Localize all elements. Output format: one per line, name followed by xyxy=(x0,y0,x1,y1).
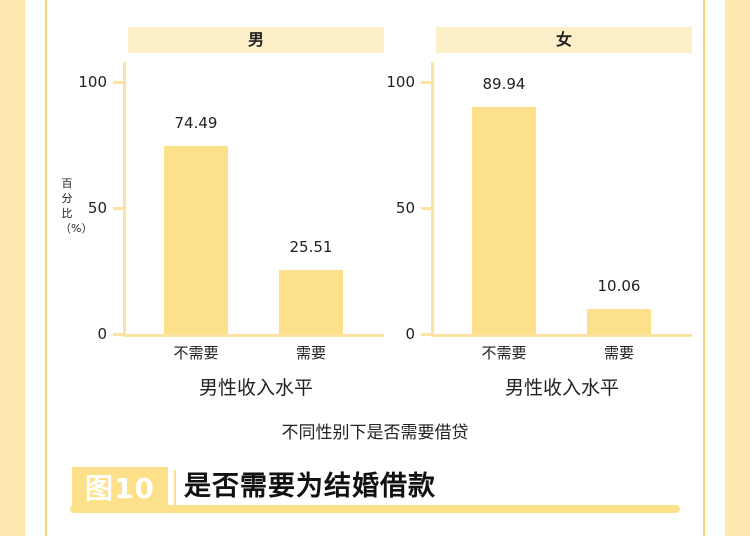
panel-1-y-tick-label: 0 xyxy=(97,325,107,343)
panel-2-y-tick-label: 0 xyxy=(405,325,415,343)
panel-2-category-label-1: 不需要 xyxy=(481,344,527,362)
panel-2-y-tick-label: 50 xyxy=(395,199,415,217)
panel-2-x-axis-title: 男性收入水平 xyxy=(504,377,619,399)
panel-2-x-axis xyxy=(431,334,692,337)
chart-caption: 不同性别下是否需要借贷 xyxy=(281,423,469,443)
panel-2-y-tick xyxy=(421,333,431,336)
panel-1-strip-label: 男 xyxy=(128,27,384,53)
panel-2-bar-value-2: 10.06 xyxy=(597,276,641,295)
panel-1-y-tick-label: 50 xyxy=(87,199,107,217)
panel-1-bar-value-1: 74.49 xyxy=(174,114,218,133)
left-decorative-band xyxy=(0,0,25,536)
panel-1-bar-2 xyxy=(279,269,343,334)
panel-1-y-tick xyxy=(113,81,123,84)
panel-1-bar-1 xyxy=(164,146,228,334)
figure-title-underline xyxy=(70,505,680,513)
figure-number: 图10 xyxy=(85,472,155,505)
figure-number-badge: 图10 xyxy=(72,467,168,511)
panel-2-bar-1 xyxy=(472,107,536,334)
left-decorative-line xyxy=(45,0,47,536)
panel-2-bar-2 xyxy=(587,308,651,334)
right-decorative-line xyxy=(703,0,705,536)
panel-1-x-axis-title: 男性收入水平 xyxy=(198,377,313,399)
right-decorative-band xyxy=(725,0,750,536)
figure-title: 是否需要为结婚借款 xyxy=(184,471,436,502)
figure-title-divider xyxy=(174,470,176,506)
panel-2-category-label-2: 需要 xyxy=(603,344,634,362)
panel-2-bar-value-1: 89.94 xyxy=(482,75,526,94)
panel-1-y-tick xyxy=(113,207,123,210)
panel-2-strip-label: 女 xyxy=(436,27,692,53)
panel-1-y-axis xyxy=(123,62,126,336)
panel-1-y-tick-label: 100 xyxy=(78,73,107,91)
panel-1-category-label-1: 不需要 xyxy=(173,344,219,362)
panel-2-y-axis xyxy=(431,62,434,336)
panel-1-x-axis xyxy=(123,334,384,337)
panel-2-y-tick-label: 100 xyxy=(386,73,415,91)
panel-1-bar-value-2: 25.51 xyxy=(289,237,333,256)
panel-1-y-tick xyxy=(113,333,123,336)
y-axis-title: 百分比（%） xyxy=(60,177,93,235)
panel-2-y-tick xyxy=(421,81,431,84)
panel-1-category-label-2: 需要 xyxy=(295,344,326,362)
panel-2-y-tick xyxy=(421,207,431,210)
